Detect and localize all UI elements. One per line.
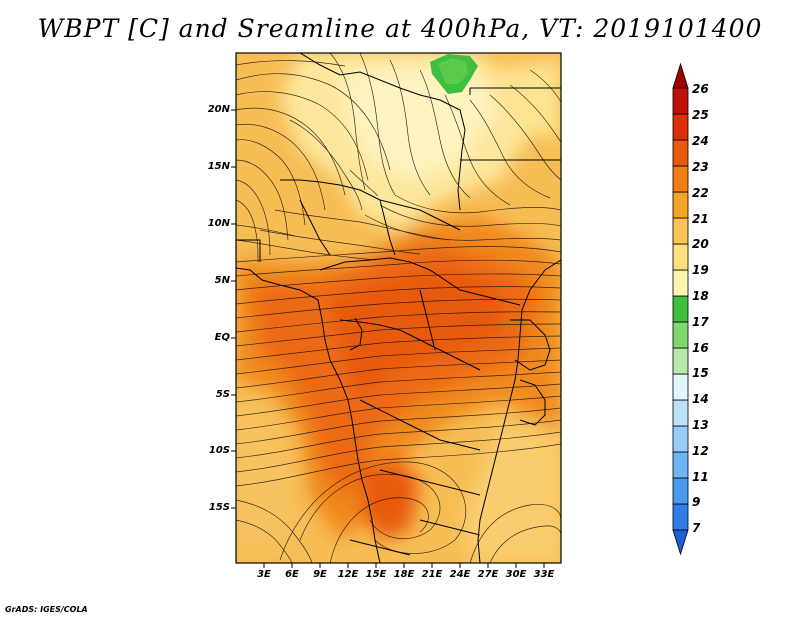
colorbar-segment [672,477,689,505]
grads-credit: GrADS: IGES/COLA [5,605,88,614]
colorbar-segment [672,243,689,271]
colorbar-label: 11 [692,470,709,484]
colorbar-label: 19 [692,263,709,277]
colorbar-segment [672,373,689,401]
colorbar-segment [672,321,689,349]
lon-tick-label: 21E [421,569,443,580]
colorbar-segment [672,217,689,245]
lat-tick-label: 20N [207,104,230,115]
lon-tick-label: 3E [257,569,271,580]
colorbar-segment [672,269,689,297]
lon-tick-label: 27E [477,569,499,580]
streamlines [236,53,561,563]
colorbar-min-arrow [672,529,689,556]
map-frame [235,52,562,564]
colorbar-segment [672,191,689,219]
lon-tick-label: 24E [449,569,471,580]
colorbar-label: 24 [692,134,709,148]
lon-tick-label: 9E [313,569,327,580]
colorbar-segment [672,295,689,323]
wbpt-shading [236,53,561,563]
colorbar-segment [672,113,689,141]
colorbar-segment [672,425,689,453]
lat-tick-label: 5S [215,389,230,400]
colorbar-segment [672,87,689,115]
lat-tick-label: EQ [214,332,230,343]
colorbar-max-arrow [672,62,689,89]
colorbar-segment [672,347,689,375]
colorbar-label: 25 [692,108,709,122]
lat-tick-label: 15S [208,502,230,513]
map-title: WBPT [C] and Sreamline at 400hPa, VT: 20… [37,14,763,43]
colorbar [672,62,689,556]
colorbar-segment [672,139,689,167]
colorbar-label: 21 [692,212,709,226]
colorbar-label: 20 [692,237,709,251]
colorbar-label: 16 [692,341,709,355]
colorbar-label: 14 [692,392,709,406]
country-borders [236,53,561,563]
colorbar-label: 15 [692,366,709,380]
colorbar-label: 18 [692,289,709,303]
colorbar-segment [672,399,689,427]
lat-tick-label: 10S [208,445,230,456]
colorbar-label: 12 [692,444,709,458]
lat-tick-label: 15N [207,161,230,172]
colorbar-label: 23 [692,160,709,174]
colorbar-label: 7 [692,521,701,535]
lon-tick-label: 30E [505,569,527,580]
lon-tick-label: 15E [365,569,387,580]
colorbar-label: 22 [692,186,709,200]
lon-tick-label: 6E [285,569,299,580]
lat-tick-label: 10N [207,218,230,229]
colorbar-label: 9 [692,495,701,509]
colorbar-segment [672,165,689,193]
axis-ticks [231,109,545,568]
colorbar-label: 17 [692,315,709,329]
lat-tick-label: 5N [214,275,230,286]
colorbar-segment [672,503,689,531]
lon-tick-label: 12E [337,569,359,580]
colorbar-segment [672,451,689,479]
colorbar-label: 26 [692,82,709,96]
lon-tick-label: 18E [393,569,415,580]
lon-tick-label: 33E [533,569,555,580]
colorbar-label: 13 [692,418,709,432]
